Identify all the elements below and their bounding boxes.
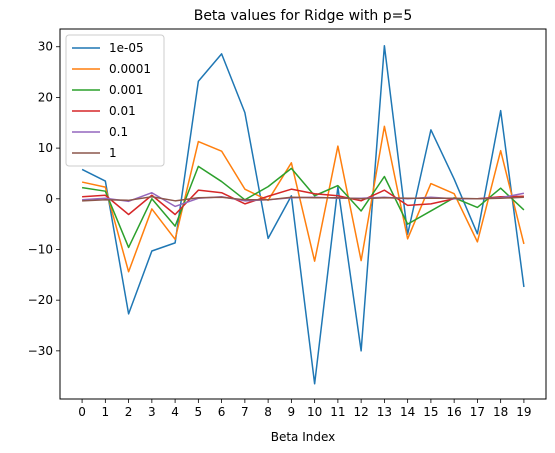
x-tick-label: 16 [447,405,462,419]
x-tick-label: 18 [493,405,508,419]
x-tick-label: 14 [400,405,415,419]
y-tick-label: −30 [28,344,53,358]
x-tick-label: 15 [423,405,438,419]
legend-label-4: 0.1 [109,125,128,139]
legend-label-5: 1 [109,146,117,160]
y-tick-label: −10 [28,242,53,256]
series-line-0 [81,44,525,385]
x-tick-label: 9 [288,405,296,419]
x-tick-label: 13 [377,405,392,419]
x-tick-label: 11 [330,405,345,419]
legend-label-3: 0.01 [109,104,136,118]
x-tick-label: 8 [264,405,272,419]
legend-label-0: 1e-05 [109,41,144,55]
series-line-3 [82,188,524,216]
chart-title: Beta values for Ridge with p=5 [194,8,413,24]
x-tick-label: 0 [78,405,86,419]
plot-frame [59,28,547,400]
y-axis: 30 20 10 0 −10 −20 −30 [28,40,60,358]
legend-label-2: 0.001 [109,83,143,97]
series-line-2 [81,165,525,249]
y-tick-label: 0 [45,192,53,206]
y-tick-label: 10 [38,141,53,155]
legend-label-1: 0.0001 [109,62,151,76]
x-tick-label: 17 [470,405,485,419]
y-tick-label: 20 [38,90,53,104]
legend: 1e-05 0.0001 0.001 0.01 0.1 1 [65,34,165,167]
series-line-1 [81,125,525,273]
x-tick-label: 3 [148,405,156,419]
x-tick-label: 5 [195,405,203,419]
x-tick-label: 2 [125,405,133,419]
x-tick-label: 7 [241,405,249,419]
x-tick-label: 12 [353,405,368,419]
plot-lines [81,44,525,385]
series-line-5 [82,196,524,202]
x-tick-label: 6 [218,405,226,419]
y-tick-label: 30 [38,40,53,54]
x-tick-label: 10 [307,405,322,419]
x-axis-label: Beta Index [271,430,336,444]
x-tick-label: 4 [171,405,179,419]
legend-box [65,34,165,167]
x-axis: 0 1 2 3 4 5 6 7 8 9 10 11 12 13 14 15 16 17 18 19 [78,399,532,419]
x-tick-label: 1 [102,405,110,419]
x-tick-label: 19 [516,405,531,419]
y-tick-label: −20 [28,293,53,307]
